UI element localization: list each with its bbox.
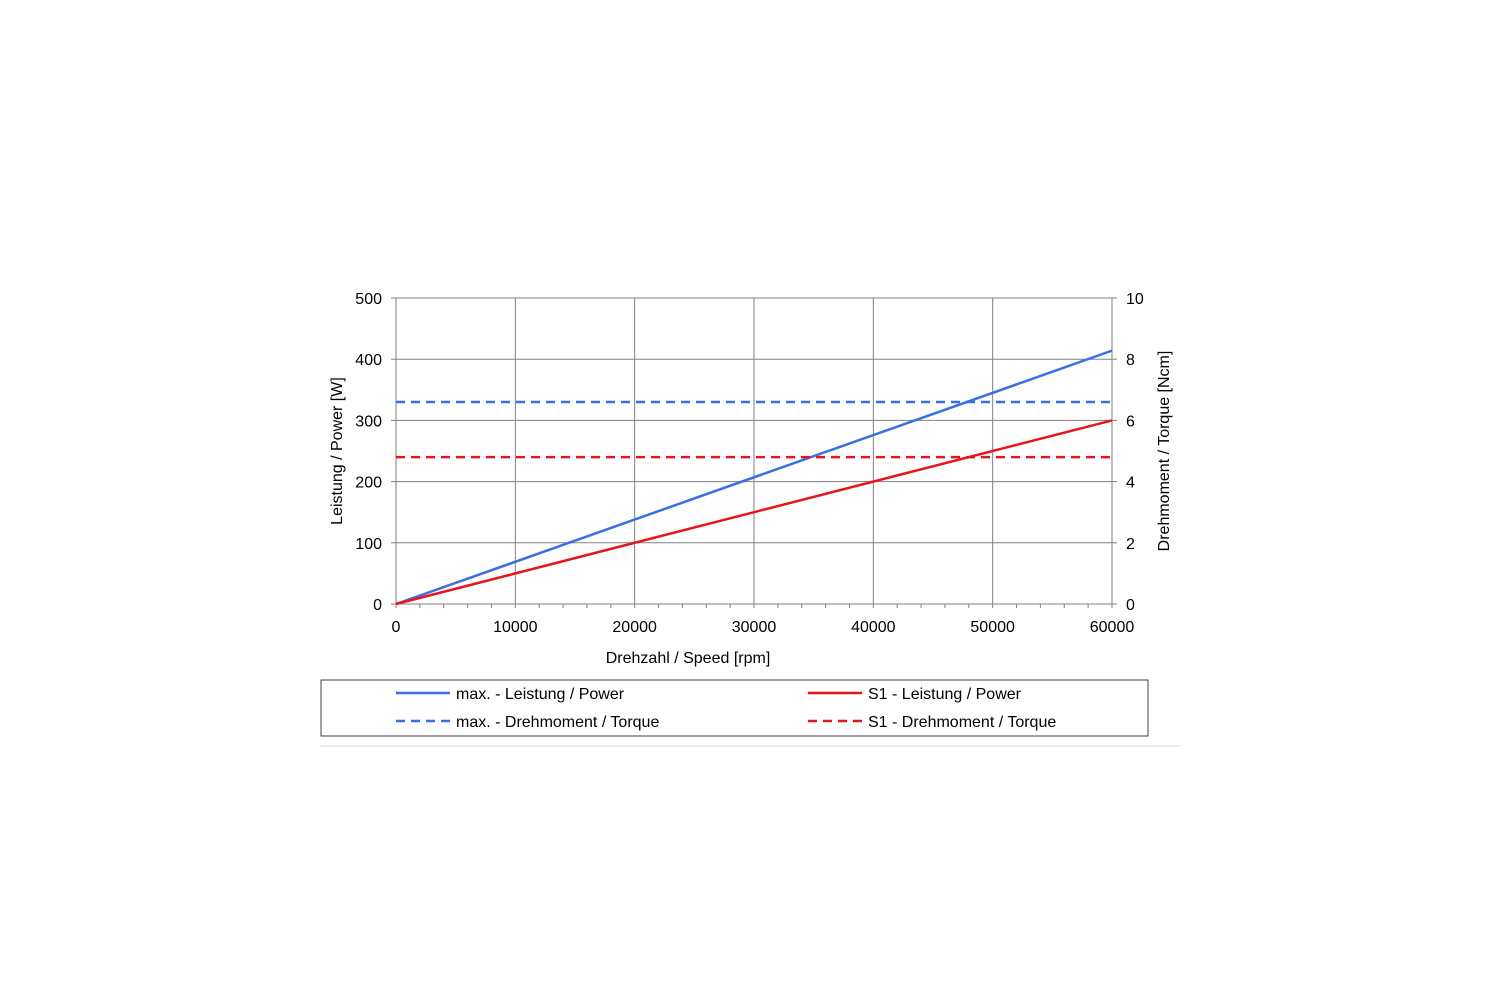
x-tick-label: 50000 [970,619,1015,636]
x-axis-title: Drehzahl / Speed [rpm] [606,650,771,667]
y-axis-left-title: Leistung / Power [W] [329,377,346,525]
y-right-tick-label: 2 [1126,536,1135,553]
legend-item: max. - Drehmoment / Torque [396,714,659,731]
minor-ticks [391,297,1117,608]
legend-item: S1 - Leistung / Power [808,686,1022,703]
legend-label: max. - Leistung / Power [456,686,625,703]
y-left-tick-label: 0 [373,597,382,614]
y-axis-right-title: Drehmoment / Torque [Ncm] [1156,351,1173,552]
y-left-tick-label: 500 [355,291,382,308]
legend-label: S1 - Drehmoment / Torque [868,714,1056,731]
grid [396,298,1112,604]
series-lines [395,349,1113,606]
legend-item: S1 - Drehmoment / Torque [808,714,1056,731]
plot-frame [395,297,1113,605]
legend-label: max. - Drehmoment / Torque [456,714,659,731]
y-right-tick-label: 10 [1126,291,1144,308]
x-tick-label: 0 [392,619,401,636]
tick-labels: 0 10000 20000 30000 40000 50000 60000010020030… [355,291,1144,636]
x-tick-label: 40000 [851,619,896,636]
y-left-tick-label: 200 [355,475,382,492]
y-right-tick-label: 6 [1126,413,1135,430]
x-tick-label: 30000 [732,619,777,636]
y-left-tick-label: 100 [355,536,382,553]
x-tick-label: 10000 [493,619,538,636]
y-right-tick-label: 4 [1126,475,1135,492]
y-right-tick-label: 8 [1126,352,1135,369]
x-tick-label: 60000 [1090,619,1135,636]
legend-item: max. - Leistung / Power [396,686,625,703]
y-right-tick-label: 0 [1126,597,1135,614]
legend-box [320,679,1149,737]
series-line-2 [395,419,1113,606]
y-left-tick-label: 300 [355,413,382,430]
legend-label: S1 - Leistung / Power [868,686,1022,703]
legend: max. - Leistung / Power S1 - Leistung / P… [396,686,1056,731]
y-left-tick-label: 400 [355,352,382,369]
x-tick-label: 20000 [612,619,657,636]
series-line-1 [395,349,1113,606]
